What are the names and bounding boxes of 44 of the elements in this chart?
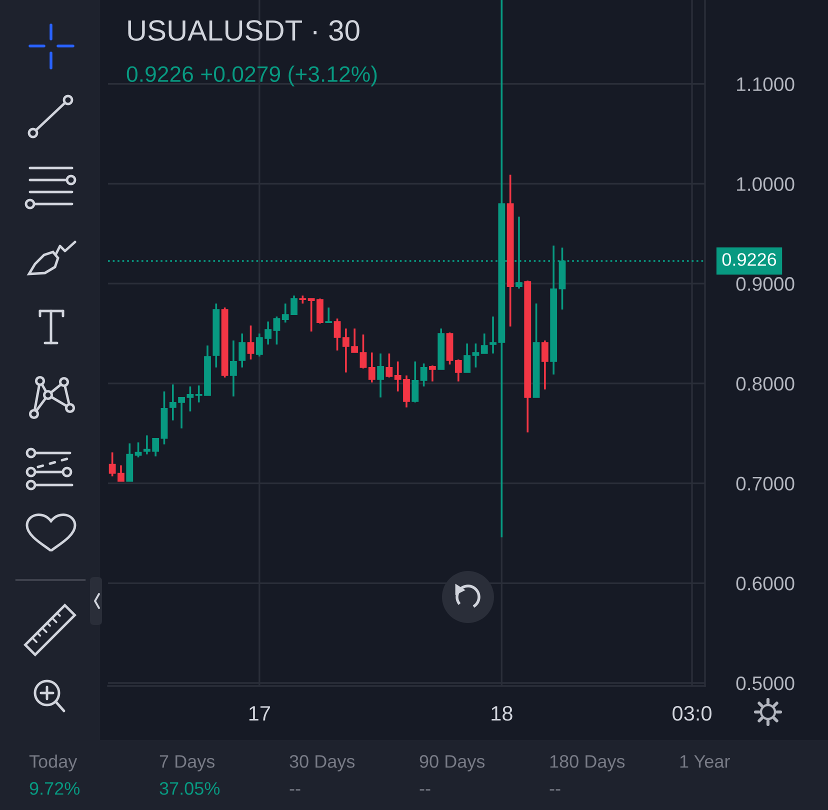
y-tick-label: 1.0000 [737, 177, 794, 191]
text: USUALUSDT · 30 [128, 20, 360, 41]
text: Today [29, 754, 78, 772]
candlestick [464, 342, 471, 374]
candlestick [334, 318, 341, 352]
candlestick [386, 352, 393, 378]
x-tick-label: 03:0 [672, 706, 712, 721]
x-tick-label: 18 [492, 706, 512, 721]
candlestick [472, 342, 480, 368]
text: 180 Days [550, 755, 625, 772]
candlestick [412, 360, 419, 404]
candlestick [247, 324, 254, 360]
candlestick [325, 306, 332, 324]
candlestick [368, 352, 376, 384]
candlestick [186, 386, 194, 412]
candlestick [377, 352, 384, 398]
y-tick-label: 0.5000 [736, 676, 794, 690]
y-tick-label: 0.7000 [736, 476, 794, 491]
text: -- [290, 789, 300, 791]
y-tick-label: 0.8000 [736, 376, 794, 391]
y-tick-label: 1.1000 [737, 77, 794, 92]
text: 0.9226 +0.0279 (+3.12%) [126, 66, 377, 86]
candlestick [238, 332, 246, 368]
text: 1 Year [680, 755, 730, 768]
candlestick [541, 340, 548, 390]
ref-line-label: 0.9226 [722, 253, 776, 266]
x-tick-label: 17 [249, 706, 270, 721]
text: 37.05% [160, 782, 220, 795]
text: -- [550, 789, 560, 791]
candlestick [420, 362, 428, 388]
candlestick [273, 316, 280, 346]
candlestick [360, 334, 367, 370]
text: 90 Days [420, 755, 485, 772]
candlestick [429, 364, 436, 382]
y-tick-label: 0.9000 [736, 277, 794, 291]
candlestick [454, 358, 462, 382]
text: -- [420, 789, 430, 791]
text: 7 Days [160, 755, 215, 772]
text: 30 Days [290, 755, 355, 772]
candlestick [480, 332, 488, 354]
text: 9.72% [30, 782, 80, 795]
candlestick [230, 340, 237, 398]
y-tick-label: 0.6000 [736, 576, 794, 590]
candlestick [134, 441, 142, 458]
